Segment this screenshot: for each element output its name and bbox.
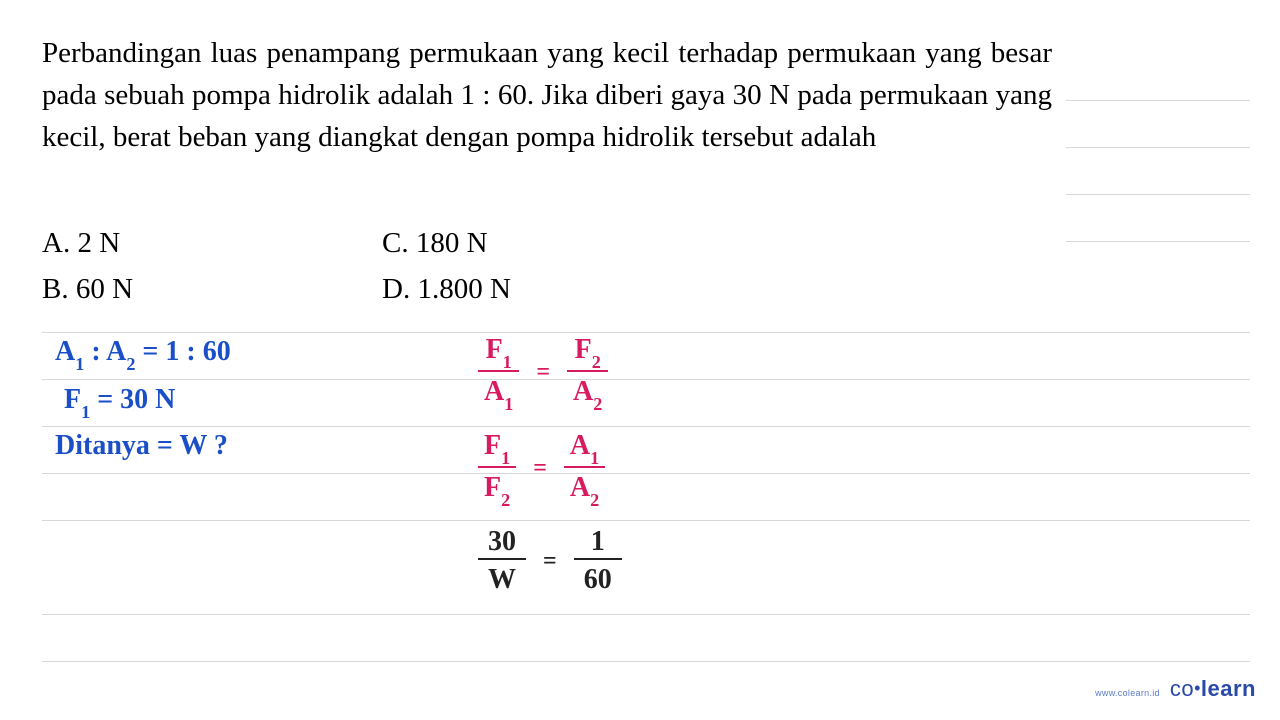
ruled-line — [42, 332, 1250, 333]
ruled-line — [1066, 100, 1250, 101]
watermark-url: www.colearn.id — [1095, 688, 1160, 698]
answer-c: C. 180 N — [382, 220, 722, 266]
ruled-line — [42, 661, 1250, 662]
question-text: Perbandingan luas penampang permukaan ya… — [42, 32, 1052, 158]
ruled-line — [42, 520, 1250, 521]
given-ratio: A1 : A2 = 1 : 60 — [55, 336, 231, 372]
ruled-line — [42, 614, 1250, 615]
answers-grid: A. 2 N B. 60 N C. 180 N D. 1.800 N — [42, 220, 742, 313]
answer-d: D. 1.800 N — [382, 266, 722, 312]
equation-3: 30 W = 1 60 — [478, 528, 622, 594]
ruled-line — [42, 379, 1250, 380]
watermark-brand: co•learn — [1170, 676, 1256, 702]
equation-2: F1 F2 = A1 A2 — [478, 432, 605, 506]
answer-a: A. 2 N — [42, 220, 382, 266]
ruled-line — [1066, 147, 1250, 148]
ruled-line — [42, 473, 1250, 474]
ruled-line — [1066, 241, 1250, 242]
ditanya-label: Ditanya = W ? — [55, 430, 228, 462]
ruled-line — [1066, 194, 1250, 195]
watermark: www.colearn.id co•learn — [1095, 676, 1256, 702]
equation-1: F1 A1 = F2 A2 — [478, 336, 608, 410]
given-force: F1 = 30 N — [64, 384, 175, 420]
answer-b: B. 60 N — [42, 266, 382, 312]
ruled-line — [42, 426, 1250, 427]
